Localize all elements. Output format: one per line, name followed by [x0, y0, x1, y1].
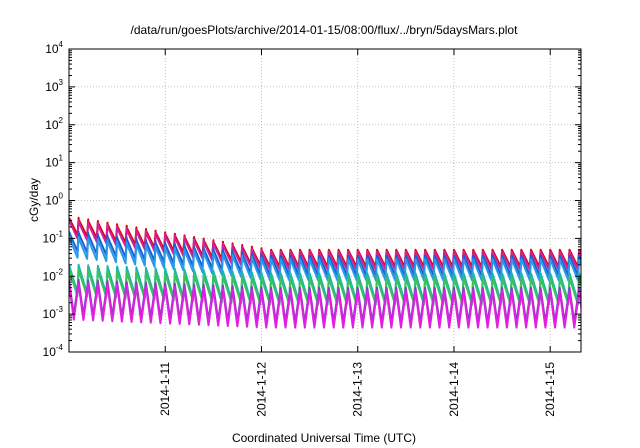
y-axis-label: cGy/day	[27, 178, 41, 222]
chart-title: /data/run/goesPlots/archive/2014-01-15/0…	[131, 23, 519, 37]
x-tick-label: 2014-1-15	[543, 362, 557, 417]
y-tick-label: 10-3	[43, 305, 64, 321]
y-axis: 10-4 10-3 10-2 10-1 100 101 102 103 104	[43, 40, 581, 359]
y-tick-label: 102	[45, 116, 63, 132]
series-line-8	[69, 282, 581, 329]
x-tick-label: 2014-1-14	[447, 362, 461, 417]
x-axis-label: Coordinated Universal Time (UTC)	[232, 431, 416, 445]
y-tick-label: 100	[45, 192, 63, 208]
x-axis: 2014-1-11 2014-1-12 2014-1-13 2014-1-14 2014…	[158, 49, 557, 417]
y-tick-label: 10-4	[43, 343, 64, 359]
y-tick-label: 10-2	[43, 267, 64, 283]
y-tick-label: 104	[45, 40, 63, 56]
x-tick-label: 2014-1-12	[254, 362, 268, 417]
y-tick-label: 101	[45, 154, 63, 170]
x-tick-label: 2014-1-11	[158, 362, 172, 416]
y-tick-label: 10-1	[43, 229, 64, 245]
series-layer	[69, 216, 581, 329]
y-tick-label: 103	[45, 78, 63, 94]
x-tick-label: 2014-1-13	[351, 362, 365, 417]
